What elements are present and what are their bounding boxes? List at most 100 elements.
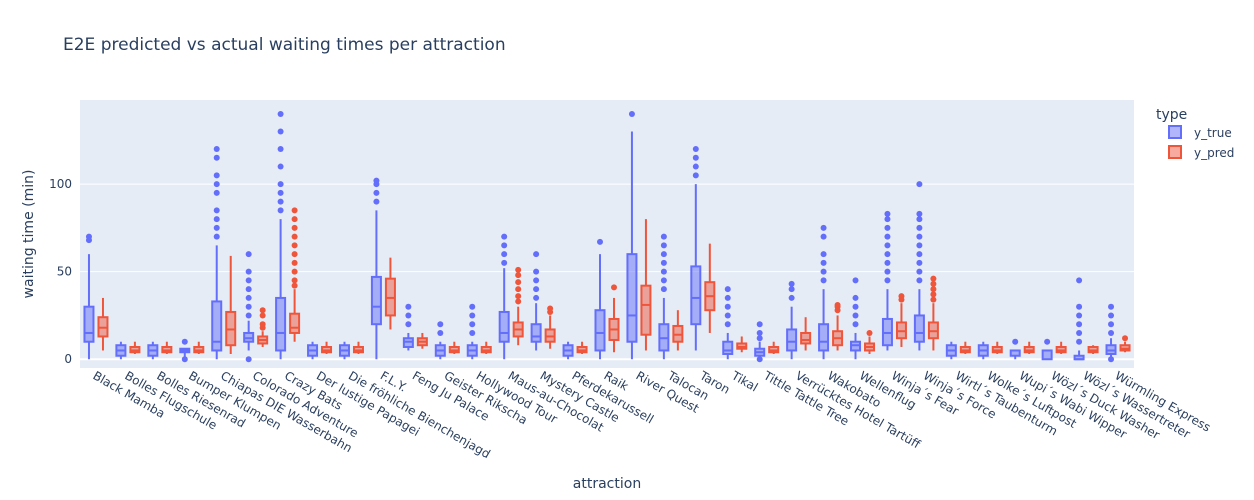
outlier-point	[724, 312, 731, 319]
box-y-pred[interactable]	[544, 305, 556, 349]
box-y-true[interactable]	[594, 238, 606, 360]
legend-item-y-pred[interactable]: y_pred	[1168, 145, 1234, 160]
box-y-pred[interactable]	[736, 336, 748, 353]
box-y-true[interactable]	[83, 233, 95, 360]
box-y-true[interactable]	[754, 321, 766, 363]
box-y-pred[interactable]	[97, 297, 109, 351]
box-y-true[interactable]	[658, 233, 670, 360]
box-y-pred[interactable]	[129, 341, 141, 354]
box-y-true[interactable]	[626, 111, 638, 360]
box-y-true[interactable]	[275, 111, 287, 360]
box-iqr	[211, 300, 223, 352]
box-y-pred[interactable]	[289, 207, 301, 342]
box-y-true[interactable]	[370, 177, 382, 360]
box-y-true[interactable]	[562, 341, 574, 360]
box-y-pred[interactable]	[448, 341, 460, 354]
box-y-pred[interactable]	[193, 341, 205, 354]
box-y-true[interactable]	[466, 303, 478, 360]
box-y-pred[interactable]	[832, 301, 844, 351]
outlier-point	[916, 268, 923, 275]
box-y-true[interactable]	[498, 233, 510, 360]
box-y-true[interactable]	[211, 146, 223, 360]
box-y-true[interactable]	[1041, 338, 1053, 361]
outlier-point	[930, 286, 937, 293]
outlier-point	[213, 216, 220, 223]
box-y-pred[interactable]	[800, 317, 812, 351]
outlier-point	[245, 251, 252, 258]
y-tick-label: 0	[64, 352, 72, 366]
box-y-pred[interactable]	[225, 255, 237, 354]
x-tick-label: Tikal	[728, 368, 760, 394]
box-y-true[interactable]	[434, 321, 446, 360]
box-y-true[interactable]	[307, 341, 319, 360]
box-y-pred[interactable]	[576, 341, 588, 354]
box-y-true[interactable]	[1105, 303, 1117, 363]
outlier-point	[724, 321, 731, 328]
box-y-true[interactable]	[243, 251, 255, 363]
outlier-point	[213, 189, 220, 196]
box-y-pred[interactable]	[768, 341, 780, 354]
box-y-true[interactable]	[530, 251, 542, 351]
box-y-pred[interactable]	[640, 219, 652, 351]
outlier-point	[884, 259, 891, 266]
box-y-true[interactable]	[945, 341, 957, 360]
box-y-true[interactable]	[1009, 338, 1021, 360]
box-y-pred[interactable]	[895, 293, 907, 347]
outlier-point	[820, 224, 827, 231]
legend: type y_true y_pred	[1156, 107, 1234, 160]
box-y-true[interactable]	[977, 341, 989, 360]
box-y-pred[interactable]	[384, 257, 396, 330]
outlier-point	[213, 172, 220, 179]
box-y-pred[interactable]	[1055, 341, 1067, 354]
box-y-true[interactable]	[722, 286, 734, 360]
box-y-pred[interactable]	[480, 341, 492, 354]
legend-swatch-y-true	[1168, 125, 1182, 139]
box-y-true[interactable]	[1073, 277, 1085, 361]
box-y-pred[interactable]	[416, 332, 428, 349]
box-y-true[interactable]	[850, 277, 862, 360]
outlier-point	[866, 329, 873, 336]
legend-title: type	[1156, 107, 1187, 123]
box-y-true[interactable]	[881, 210, 893, 351]
box-y-true[interactable]	[818, 224, 830, 360]
box-y-pred[interactable]	[704, 243, 716, 333]
outlier-point	[820, 259, 827, 266]
box-y-pred[interactable]	[959, 341, 971, 354]
outlier-point	[1122, 335, 1129, 342]
outlier-point	[884, 210, 891, 217]
box-y-pred[interactable]	[257, 307, 269, 347]
box-y-true[interactable]	[402, 303, 414, 351]
box-y-pred[interactable]	[352, 341, 364, 354]
box-y-pred[interactable]	[512, 266, 524, 346]
box-iqr	[275, 296, 287, 352]
outlier-point	[245, 303, 252, 310]
box-y-pred[interactable]	[1087, 345, 1099, 354]
box-y-pred[interactable]	[321, 341, 333, 354]
outlier-point	[884, 233, 891, 240]
box-y-pred[interactable]	[672, 310, 684, 351]
box-y-pred[interactable]	[161, 341, 173, 354]
box-y-pred[interactable]	[864, 329, 876, 354]
box-y-pred[interactable]	[608, 284, 620, 353]
box-y-true[interactable]	[690, 146, 702, 351]
box-y-true[interactable]	[786, 280, 798, 360]
outlier-point	[724, 294, 731, 301]
box-y-true[interactable]	[115, 341, 127, 360]
box-y-true[interactable]	[913, 181, 925, 351]
series-y-pred	[97, 207, 1131, 354]
box-y-pred[interactable]	[1023, 341, 1035, 354]
outlier-point	[501, 242, 508, 249]
outlier-point	[660, 286, 667, 293]
box-y-pred[interactable]	[1119, 335, 1131, 353]
box-y-true[interactable]	[179, 338, 191, 363]
box-y-pred[interactable]	[927, 275, 939, 351]
box-y-true[interactable]	[338, 341, 350, 360]
outlier-point	[756, 321, 763, 328]
outlier-point	[277, 128, 284, 135]
outlier-point	[259, 312, 266, 319]
box-y-pred[interactable]	[991, 341, 1003, 354]
box-y-true[interactable]	[147, 341, 159, 360]
box-iqr	[289, 312, 301, 334]
legend-item-y-true[interactable]: y_true	[1168, 125, 1232, 140]
